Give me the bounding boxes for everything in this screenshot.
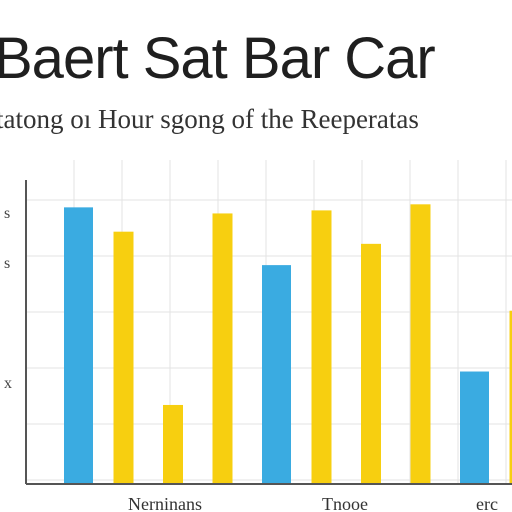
bar-1 <box>64 207 93 485</box>
bar-7 <box>361 243 381 484</box>
bar-4 <box>212 213 233 484</box>
chart-subtitle: tatong oı Hour sgong of the Reeperatas <box>0 104 419 134</box>
y-tick-label: s <box>4 255 10 272</box>
y-tick-label: x <box>4 375 12 392</box>
bar-6 <box>311 210 332 484</box>
bar-3 <box>163 404 183 484</box>
x-tick-label: Nerninans <box>128 494 202 512</box>
bar-10 <box>509 310 512 484</box>
bar-5 <box>262 265 291 484</box>
chart-title: Baert Sat Bar Car <box>0 26 435 91</box>
x-tick-label: erc <box>476 494 498 512</box>
bar-9 <box>460 371 489 484</box>
bar-2 <box>113 231 134 484</box>
x-tick-label: Tnooe <box>322 494 368 512</box>
bar-8 <box>410 204 431 484</box>
y-tick-label: s <box>4 205 10 222</box>
bars <box>64 204 512 485</box>
